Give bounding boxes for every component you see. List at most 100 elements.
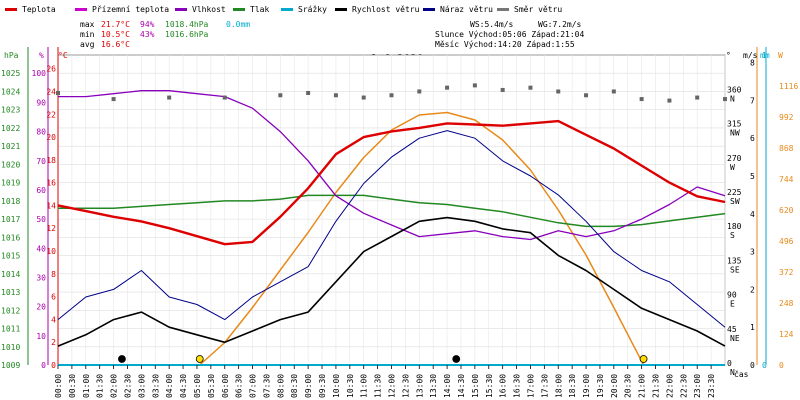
direction-point-11 xyxy=(472,83,477,88)
legend-label-1: Přízemní teplota xyxy=(92,5,169,14)
direction-tick-3: 135 xyxy=(727,256,742,265)
x-tick-label-15: 07:30 xyxy=(262,374,271,398)
direction-point-5 xyxy=(306,90,311,95)
x-tick-label-7: 03:30 xyxy=(151,374,160,398)
series-tlak xyxy=(58,194,726,228)
direction-point-4 xyxy=(278,93,283,98)
stats-max-temp: 21.7°C xyxy=(101,20,130,29)
x-tick-label-42: 21:00 xyxy=(638,374,647,398)
x-tick-label-2: 01:00 xyxy=(82,374,91,398)
direction-axis-title: ° xyxy=(726,51,731,60)
x-tick-label-31: 15:30 xyxy=(485,374,494,398)
wind-tick-2: 2 xyxy=(750,285,755,294)
temperature-tick-7: 14 xyxy=(46,201,56,210)
x-tick-label-19: 09:30 xyxy=(318,374,327,398)
humidity-tick-5: 50 xyxy=(36,215,46,224)
x-tick-label-13: 06:30 xyxy=(235,374,244,398)
direction-label-2: E xyxy=(730,300,735,309)
solar-tick-7: 868 xyxy=(779,144,794,153)
temperature-axis-title: °C xyxy=(58,51,68,60)
direction-label-8: N xyxy=(730,94,735,103)
x-tick-label-35: 17:30 xyxy=(540,374,549,398)
humidity-axis-title: % xyxy=(39,51,44,60)
direction-tick-1: 45 xyxy=(727,325,737,334)
humidity-tick-2: 20 xyxy=(36,303,46,312)
x-tick-label-45: 22:30 xyxy=(679,374,688,398)
direction-tick-5: 225 xyxy=(727,188,742,197)
direction-point-0 xyxy=(56,90,60,95)
stats-min-press: 1016.6hPa xyxy=(165,30,209,39)
pressure-tick-11: 1020 xyxy=(1,160,20,169)
x-tick-label-37: 18:30 xyxy=(568,374,577,398)
pressure-axis-title: hPa xyxy=(4,51,19,60)
direction-point-7 xyxy=(361,95,366,100)
direction-point-12 xyxy=(500,87,505,92)
x-tick-label-43: 21:30 xyxy=(652,374,661,398)
stats-max-label: max xyxy=(80,20,95,29)
solar-tick-5: 620 xyxy=(779,206,794,215)
humidity-tick-0: 0 xyxy=(41,361,46,370)
axes: hPa% °C ° m/s mm W100910101011101210131014101… xyxy=(1,47,798,377)
stats-max-rain: 0.0mm xyxy=(226,20,250,29)
direction-point-17 xyxy=(639,97,644,102)
wind-gust-info: WG:7.2m/s xyxy=(538,20,582,29)
legend-swatch-2 xyxy=(175,8,187,11)
pressure-tick-3: 1012 xyxy=(1,306,20,315)
humidity-tick-3: 30 xyxy=(36,273,46,282)
temperature-tick-0: 0 xyxy=(51,361,56,370)
solar-tick-4: 496 xyxy=(779,237,794,246)
pressure-tick-6: 1015 xyxy=(1,252,20,261)
temperature-tick-9: 18 xyxy=(46,156,56,165)
wind-tick-6: 6 xyxy=(750,134,755,143)
humidity-tick-10: 100 xyxy=(32,69,47,78)
series-teplota xyxy=(57,119,726,246)
direction-tick-7: 315 xyxy=(727,120,742,129)
humidity-tick-7: 70 xyxy=(36,157,46,166)
direction-point-1 xyxy=(111,97,116,102)
temperature-tick-13: 26 xyxy=(46,65,56,74)
plot-grid xyxy=(57,54,726,366)
rain-tick-1: 1 xyxy=(762,51,767,60)
wind-tick-7: 7 xyxy=(750,96,755,105)
pressure-tick-2: 1011 xyxy=(1,325,20,334)
legend: Teplota Přízemní teplota Vlhkost Tlak Srážky… xyxy=(5,5,562,14)
x-tick-label-1: 00:30 xyxy=(68,374,77,398)
pressure-tick-7: 1016 xyxy=(1,233,20,242)
humidity-tick-4: 40 xyxy=(36,244,46,253)
stats-min-hum: 43% xyxy=(140,30,155,39)
legend-label-0: Teplota xyxy=(22,5,56,14)
moon-times: Měsíc Východ:14:20 Západ:1:55 xyxy=(435,40,575,49)
wind-tick-4: 4 xyxy=(750,210,755,219)
solar-tick-8: 992 xyxy=(779,113,794,122)
x-tick-label-39: 19:30 xyxy=(596,374,605,398)
solar-tick-9: 1116 xyxy=(779,82,798,91)
legend-label-6: Náraz větru xyxy=(440,5,493,14)
humidity-tick-8: 80 xyxy=(36,128,46,137)
direction-label-1: NE xyxy=(730,334,740,343)
direction-label-4: S xyxy=(730,231,735,240)
x-tick-label-46: 23:00 xyxy=(693,374,702,398)
wind-sun-info: WS:5.4m/s WG:7.2m/s Slunce Východ:05:06 … xyxy=(435,20,584,49)
x-tick-label-28: 14:00 xyxy=(443,374,452,398)
temperature-tick-8: 16 xyxy=(46,179,56,188)
stats-max-hum: 94% xyxy=(140,20,155,29)
x-tick-label-11: 05:30 xyxy=(207,374,216,398)
x-tick-label-20: 10:00 xyxy=(332,374,341,398)
temperature-tick-3: 6 xyxy=(51,293,56,302)
direction-point-2 xyxy=(167,95,172,100)
wind-tick-8: 8 xyxy=(750,59,755,68)
x-tick-label-30: 15:00 xyxy=(471,374,480,398)
direction-point-18 xyxy=(667,98,672,103)
pressure-tick-5: 1014 xyxy=(1,270,20,279)
direction-tick-2: 90 xyxy=(727,291,737,300)
pressure-tick-16: 1025 xyxy=(1,69,20,78)
stats-min-label: min xyxy=(80,30,95,39)
x-tick-label-26: 13:00 xyxy=(415,374,424,398)
series-rychlost-v-tru xyxy=(57,216,726,347)
solar-tick-0: 0 xyxy=(779,361,784,370)
x-tick-label-34: 17:00 xyxy=(526,374,535,398)
direction-point-19 xyxy=(695,95,700,100)
legend-swatch-4 xyxy=(281,8,293,11)
pressure-tick-15: 1024 xyxy=(1,87,20,96)
